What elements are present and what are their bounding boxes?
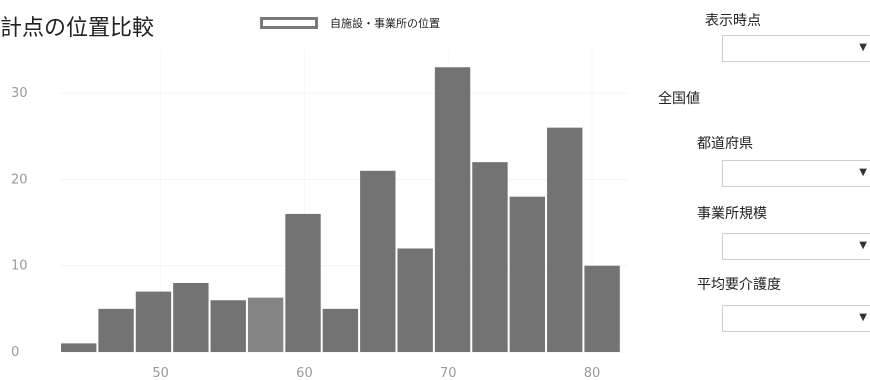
legend-swatch xyxy=(260,17,318,29)
legend: 自施設・事業所の位置 xyxy=(260,15,440,31)
histogram-bar xyxy=(360,170,396,352)
histogram-bar xyxy=(547,127,583,353)
y-tick-label: 30 xyxy=(11,86,28,101)
care-level-label: 平均要介護度 xyxy=(697,277,781,293)
chevron-down-icon: ▼ xyxy=(859,240,867,251)
histogram-bar xyxy=(98,308,134,352)
prefecture-label: 都道府県 xyxy=(697,136,753,152)
x-axis-ticks: 50 60 70 80 xyxy=(152,366,600,380)
histogram-bar xyxy=(61,343,97,352)
histogram-bar xyxy=(210,300,246,352)
histogram-bar-highlight xyxy=(247,297,284,352)
chevron-down-icon: ▼ xyxy=(859,167,867,178)
facility-size-label: 事業所規模 xyxy=(697,206,767,222)
chevron-down-icon: ▼ xyxy=(859,312,867,323)
y-axis-ticks: 0 10 20 30 xyxy=(11,86,28,360)
y-tick-label: 0 xyxy=(11,345,19,360)
x-tick-label: 50 xyxy=(152,366,169,380)
histogram-bar xyxy=(285,213,321,352)
histogram-chart: 0 10 20 30 50 60 70 80 xyxy=(11,50,628,380)
x-tick-label: 60 xyxy=(296,366,313,380)
care-level-select[interactable]: ▼ xyxy=(722,305,870,332)
chart-bars xyxy=(61,67,620,353)
x-tick-label: 70 xyxy=(440,366,457,380)
page-title: 計点の位置比較 xyxy=(0,16,155,41)
histogram-bar xyxy=(434,67,471,352)
histogram-bar xyxy=(584,265,620,352)
display-time-label: 表示時点 xyxy=(705,13,761,29)
prefecture-select[interactable]: ▼ xyxy=(722,160,870,187)
legend-label: 自施設・事業所の位置 xyxy=(330,17,440,30)
histogram-bar xyxy=(397,248,433,352)
histogram-bar xyxy=(472,162,508,352)
histogram-bar xyxy=(173,282,209,352)
national-label: 全国値 xyxy=(658,91,700,107)
chevron-down-icon: ▼ xyxy=(859,42,867,53)
histogram-bar xyxy=(322,308,359,352)
y-tick-label: 20 xyxy=(11,172,28,187)
x-tick-label: 80 xyxy=(584,366,601,380)
histogram-bar xyxy=(135,291,172,352)
display-time-select[interactable]: ▼ xyxy=(722,35,870,62)
facility-size-select[interactable]: ▼ xyxy=(722,233,870,260)
y-tick-label: 10 xyxy=(11,259,28,274)
histogram-bar xyxy=(509,196,546,352)
